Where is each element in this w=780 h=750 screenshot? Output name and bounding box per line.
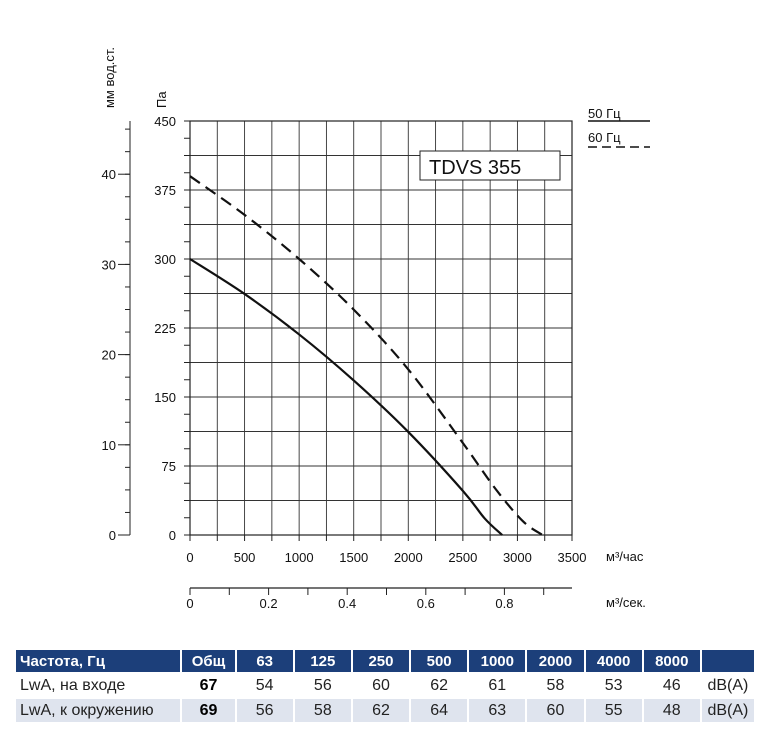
- x-tick-label: 2000: [394, 550, 423, 565]
- header-250: 250: [352, 650, 410, 672]
- table-row: LwA, на входе 67 54 56 60 62 61 58 53 46…: [16, 674, 754, 697]
- row-unit: dB(A): [701, 699, 754, 722]
- row-total: 69: [182, 699, 235, 722]
- chart-curves: [189, 175, 544, 536]
- cell-value: 64: [411, 699, 468, 722]
- cell-value: 58: [294, 699, 351, 722]
- row-label: LwA, к окружению: [16, 699, 181, 722]
- cell-value: 63: [469, 699, 526, 722]
- table-row: LwA, к окружению 69 56 58 62 64 63 60 55…: [16, 699, 754, 722]
- cell-value: 62: [352, 699, 410, 722]
- m3s-tick-label: 0.8: [495, 596, 513, 611]
- x-unit-m3h: м³/час: [606, 549, 644, 564]
- header-500: 500: [411, 650, 468, 672]
- x-tick-label: 3500: [558, 550, 587, 565]
- mm-tick-label: 0: [109, 528, 116, 543]
- mm-tick-label: 40: [102, 167, 116, 182]
- noise-table-header: Частота, Гц Общ 63 125 250 500 1000 2000…: [16, 650, 754, 672]
- x-tick-label: 0: [186, 550, 193, 565]
- legend-50hz: 50 Гц: [588, 106, 621, 121]
- curve-50hz: [189, 258, 503, 536]
- y-unit-mm: мм вод.ст.: [102, 47, 117, 108]
- x-tick-label: 1500: [339, 550, 368, 565]
- header-unit: [701, 650, 754, 672]
- model-label: TDVS 355: [429, 157, 521, 179]
- m3s-tick-label: 0.6: [417, 596, 435, 611]
- header-4000: 4000: [585, 650, 642, 672]
- header-2000: 2000: [527, 650, 584, 672]
- cell-value: 60: [352, 674, 410, 697]
- fan-performance-chart: 0 75 150 225 300 375 450 0 10 20 30 40 0 500 1000 1500 2…: [102, 47, 650, 611]
- header-total: Общ: [182, 650, 235, 672]
- cell-value: 56: [294, 674, 351, 697]
- m3s-tick-label: 0.2: [260, 596, 278, 611]
- pa-tick-label: 0: [169, 528, 176, 543]
- m3s-tick-label: 0: [186, 596, 193, 611]
- pa-tick-label: 150: [154, 390, 176, 405]
- cell-value: 53: [585, 674, 642, 697]
- cell-value: 54: [236, 674, 293, 697]
- cell-value: 61: [469, 674, 526, 697]
- pa-tick-label: 225: [154, 321, 176, 336]
- cell-value: 60: [527, 699, 584, 722]
- row-unit: dB(A): [701, 674, 754, 697]
- header-8000: 8000: [643, 650, 700, 672]
- y-unit-pa: Па: [154, 91, 169, 108]
- row-total: 67: [182, 674, 235, 697]
- noise-table: Частота, Гц Общ 63 125 250 500 1000 2000…: [14, 648, 756, 724]
- mm-tick-label: 30: [102, 257, 116, 272]
- mm-tick-label: 10: [102, 438, 116, 453]
- pa-tick-label: 450: [154, 114, 176, 129]
- mm-tick-label: 20: [102, 348, 116, 363]
- chart-axes: 0 75 150 225 300 375 450 0 10 20 30 40 0 500 1000 1500 2…: [102, 114, 587, 611]
- header-125: 125: [294, 650, 351, 672]
- curve-60hz: [189, 175, 544, 536]
- legend-60hz: 60 Гц: [588, 130, 621, 145]
- m3s-tick-label: 0.4: [338, 596, 356, 611]
- pa-tick-label: 300: [154, 252, 176, 267]
- cell-value: 56: [236, 699, 293, 722]
- x-tick-label: 2500: [448, 550, 477, 565]
- model-label-box: [419, 150, 561, 181]
- cell-value: 46: [643, 674, 700, 697]
- cell-value: 55: [585, 699, 642, 722]
- cell-value: 48: [643, 699, 700, 722]
- x-tick-label: 500: [234, 550, 256, 565]
- chart-grid: [190, 121, 572, 535]
- x-unit-m3s: м³/сек.: [606, 595, 646, 610]
- pa-tick-label: 75: [162, 459, 176, 474]
- x-tick-label: 3000: [503, 550, 532, 565]
- pa-tick-label: 375: [154, 183, 176, 198]
- header-1000: 1000: [469, 650, 526, 672]
- x-tick-label: 1000: [285, 550, 314, 565]
- header-frequency: Частота, Гц: [16, 650, 181, 672]
- header-63: 63: [236, 650, 293, 672]
- cell-value: 58: [527, 674, 584, 697]
- row-label: LwA, на входе: [16, 674, 181, 697]
- cell-value: 62: [411, 674, 468, 697]
